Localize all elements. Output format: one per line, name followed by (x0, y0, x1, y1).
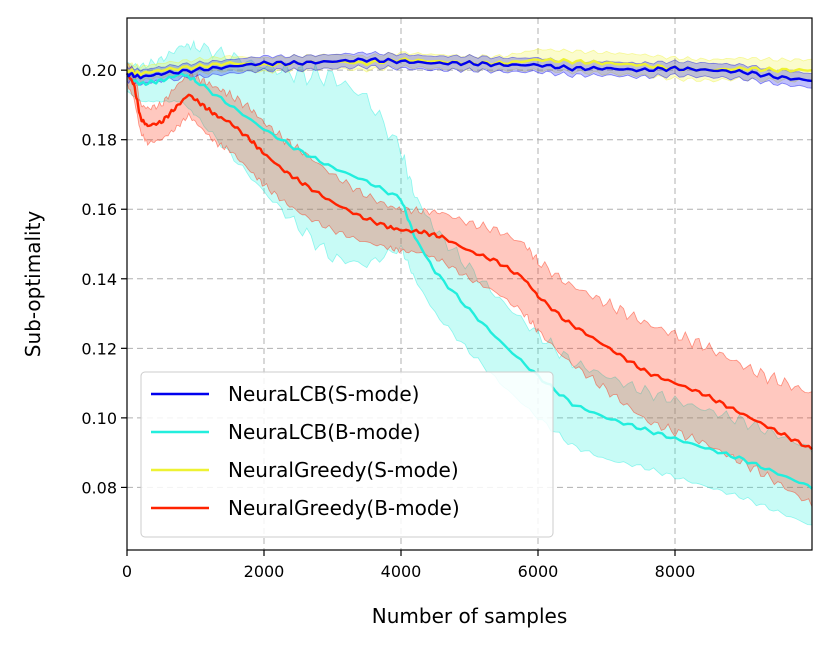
x-tick-label: 6000 (518, 562, 559, 581)
legend: NeuraLCB(S-mode) NeuraLCB(B-mode) NeuralGr… (140, 371, 554, 538)
series-lines (125, 57, 813, 490)
x-tick-label: 8000 (655, 562, 696, 581)
x-axis-label: Number of samples (372, 604, 567, 628)
y-tick-label: 0.14 (81, 270, 117, 289)
line-neuralgreedy-b-mode (126, 72, 813, 451)
legend-label-neuralgreedy-b-mode: NeuralGreedy(B-mode) (228, 496, 460, 520)
legend-box (140, 371, 554, 538)
plot-frame (126, 17, 813, 551)
y-tick-label: 0.08 (81, 478, 117, 497)
line-neuralcb-s-mode (125, 57, 813, 83)
y-tick-label: 0.10 (81, 409, 117, 428)
line-neuralcb-b-mode (126, 72, 813, 490)
x-tick-label: 4000 (381, 562, 422, 581)
axis-ticks: 0 2000 4000 6000 8000 0.08 0.10 0.12 0.14 0.16 0.1… (81, 61, 695, 581)
y-tick-label: 0.18 (81, 131, 117, 150)
y-axis-label: Sub-optimality (21, 211, 45, 358)
x-tick-label: 0 (122, 562, 132, 581)
y-tick-label: 0.20 (81, 61, 117, 80)
legend-label-neuralgreedy-s-mode: NeuralGreedy(S-mode) (228, 458, 459, 482)
y-tick-label: 0.12 (81, 339, 117, 358)
legend-label-neuralcb-b-mode: NeuraLCB(B-mode) (228, 420, 421, 444)
x-tick-label: 2000 (244, 562, 285, 581)
y-tick-label: 0.16 (81, 200, 117, 219)
legend-label-neuralcb-s-mode: NeuraLCB(S-mode) (228, 382, 419, 406)
